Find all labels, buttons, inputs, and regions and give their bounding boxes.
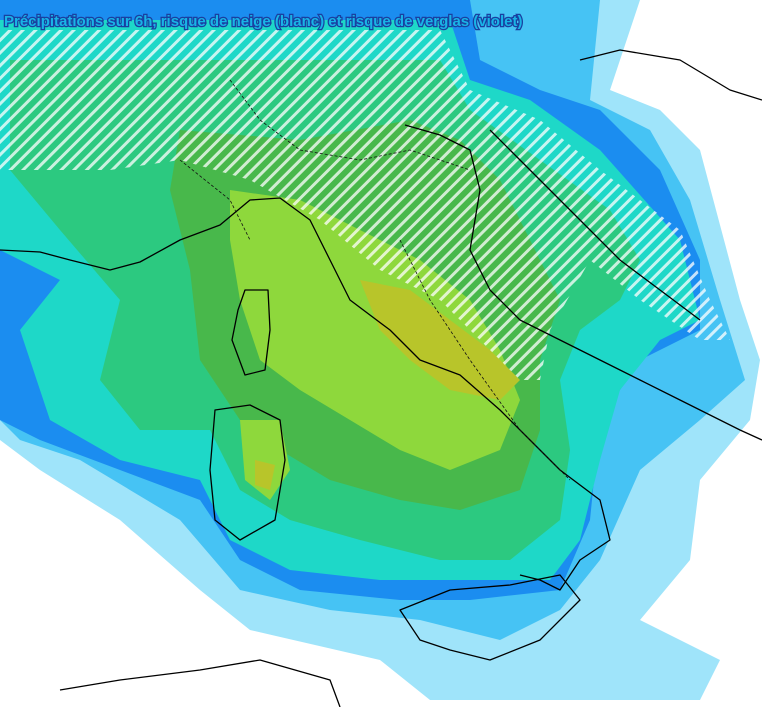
coastlines [0, 49, 762, 707]
map-title: Précipitations sur 6h, risque de neige (… [4, 13, 522, 30]
